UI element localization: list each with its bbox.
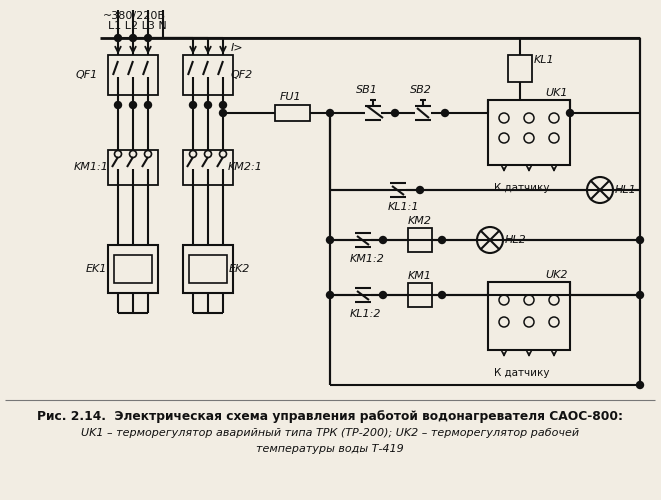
- Circle shape: [327, 292, 334, 298]
- Bar: [108, 55, 158, 95]
- Bar: [183, 150, 233, 185]
- Bar: [108, 245, 158, 293]
- Bar: [508, 55, 532, 82]
- Circle shape: [145, 34, 151, 42]
- Text: KM1:1: KM1:1: [74, 162, 109, 172]
- Text: HL2: HL2: [505, 235, 527, 245]
- Circle shape: [190, 102, 196, 108]
- Text: Рис. 2.14.  Электрическая схема управления работой водонагревателя САОС-800:: Рис. 2.14. Электрическая схема управлени…: [37, 410, 623, 423]
- Circle shape: [130, 34, 137, 42]
- Circle shape: [442, 110, 449, 116]
- Circle shape: [219, 102, 227, 108]
- Text: KL1:2: KL1:2: [350, 309, 381, 319]
- Text: SB1: SB1: [356, 85, 378, 95]
- Bar: [408, 228, 432, 252]
- Text: KM1:2: KM1:2: [350, 254, 385, 264]
- Text: SB2: SB2: [410, 85, 432, 95]
- Text: KL1: KL1: [534, 55, 555, 65]
- Circle shape: [637, 382, 644, 388]
- Circle shape: [637, 292, 644, 298]
- Bar: [183, 245, 233, 293]
- Text: KM1: KM1: [408, 271, 432, 281]
- Text: KL1:1: KL1:1: [388, 202, 420, 212]
- Text: температуры воды Т-419: температуры воды Т-419: [256, 444, 404, 454]
- Text: QF1: QF1: [76, 70, 98, 80]
- Circle shape: [637, 236, 644, 244]
- Text: KM2: KM2: [408, 216, 432, 226]
- Text: UK2: UK2: [545, 270, 568, 280]
- Text: L1 L2 L3 N: L1 L2 L3 N: [108, 21, 167, 31]
- Circle shape: [566, 110, 574, 116]
- Circle shape: [114, 102, 122, 108]
- Circle shape: [438, 236, 446, 244]
- Circle shape: [219, 110, 227, 116]
- Text: KM2:1: KM2:1: [228, 162, 263, 172]
- Text: К датчику: К датчику: [494, 368, 549, 378]
- Bar: [488, 282, 570, 350]
- Text: UK1 – терморегулятор аварийный типа ТРК (ТР-200); UK2 – терморегулятор рабочей: UK1 – терморегулятор аварийный типа ТРК …: [81, 428, 579, 438]
- Text: EK1: EK1: [86, 264, 107, 274]
- Bar: [189, 255, 227, 283]
- Bar: [275, 105, 310, 121]
- Circle shape: [204, 102, 212, 108]
- Bar: [488, 100, 570, 165]
- Circle shape: [391, 110, 399, 116]
- Circle shape: [114, 34, 122, 42]
- Text: I>: I>: [231, 43, 244, 53]
- Text: UK1: UK1: [545, 88, 568, 98]
- Text: HL1: HL1: [615, 185, 637, 195]
- Text: FU1: FU1: [280, 92, 301, 102]
- Text: EK2: EK2: [229, 264, 251, 274]
- Circle shape: [327, 110, 334, 116]
- Bar: [408, 283, 432, 307]
- Text: К датчику: К датчику: [494, 183, 549, 193]
- Circle shape: [416, 186, 424, 194]
- Text: QF2: QF2: [231, 70, 253, 80]
- Circle shape: [438, 292, 446, 298]
- Circle shape: [130, 102, 137, 108]
- Text: ~380/220В: ~380/220В: [103, 11, 166, 21]
- Circle shape: [145, 102, 151, 108]
- Circle shape: [379, 292, 387, 298]
- Bar: [183, 55, 233, 95]
- Circle shape: [379, 236, 387, 244]
- Bar: [108, 150, 158, 185]
- Bar: [114, 255, 152, 283]
- Circle shape: [327, 236, 334, 244]
